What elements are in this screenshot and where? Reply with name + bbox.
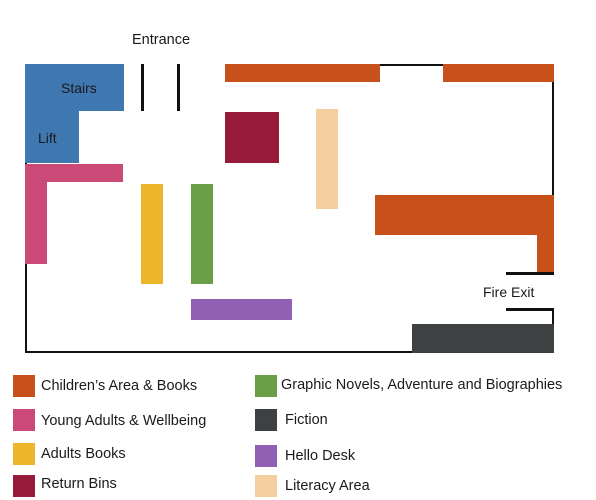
legend-label-childrens: Children’s Area & Books: [41, 378, 198, 394]
entrance-door-post-left: [141, 64, 144, 111]
graphic-novels-zone: [191, 184, 213, 284]
legend-label-literacy: Literacy Area: [285, 478, 370, 494]
lift-zone: [25, 64, 79, 163]
young-adults-zone-top: [25, 164, 123, 182]
hello-desk-zone: [191, 299, 292, 320]
legend-swatch-graphic-novels: [255, 375, 277, 397]
fire-exit-door-top: [506, 272, 554, 275]
legend-swatch-return-bins: [13, 475, 35, 497]
legend-label-graphic-novels: Graphic Novels, Adventure and Biographie…: [281, 377, 563, 393]
legend-label-fiction: Fiction: [285, 412, 328, 428]
young-adults-zone-side: [25, 164, 47, 264]
legend-label-adults: Adults Books: [41, 446, 126, 462]
entrance-door-post-right: [177, 64, 180, 111]
fiction-zone: [412, 324, 554, 353]
adults-books-zone: [141, 184, 163, 284]
entrance-gap: [124, 63, 225, 67]
childrens-shelf-top-left: [225, 64, 380, 82]
legend-swatch-young-adults: [13, 409, 35, 431]
legend-label-hello-desk: Hello Desk: [285, 448, 356, 464]
entrance-label: Entrance: [132, 32, 191, 48]
legend-swatch-adults: [13, 443, 35, 465]
legend-swatch-literacy: [255, 475, 277, 497]
legend-label-young-adults: Young Adults & Wellbeing: [41, 413, 207, 429]
legend-swatch-childrens: [13, 375, 35, 397]
legend-label-return-bins: Return Bins: [41, 476, 117, 492]
return-bins-zone: [225, 112, 279, 163]
fire-exit-label: Fire Exit: [483, 284, 535, 300]
childrens-area-block: [375, 195, 554, 235]
fire-exit-gap: [551, 273, 556, 310]
lift-label: Lift: [38, 130, 57, 146]
legend-swatch-hello-desk: [255, 445, 277, 467]
stairs-label: Stairs: [61, 80, 97, 96]
childrens-area-side: [537, 195, 554, 272]
childrens-shelf-top-right: [443, 64, 554, 82]
literacy-area-zone: [316, 109, 338, 209]
legend-swatch-fiction: [255, 409, 277, 431]
fire-exit-door-bottom: [506, 308, 554, 311]
